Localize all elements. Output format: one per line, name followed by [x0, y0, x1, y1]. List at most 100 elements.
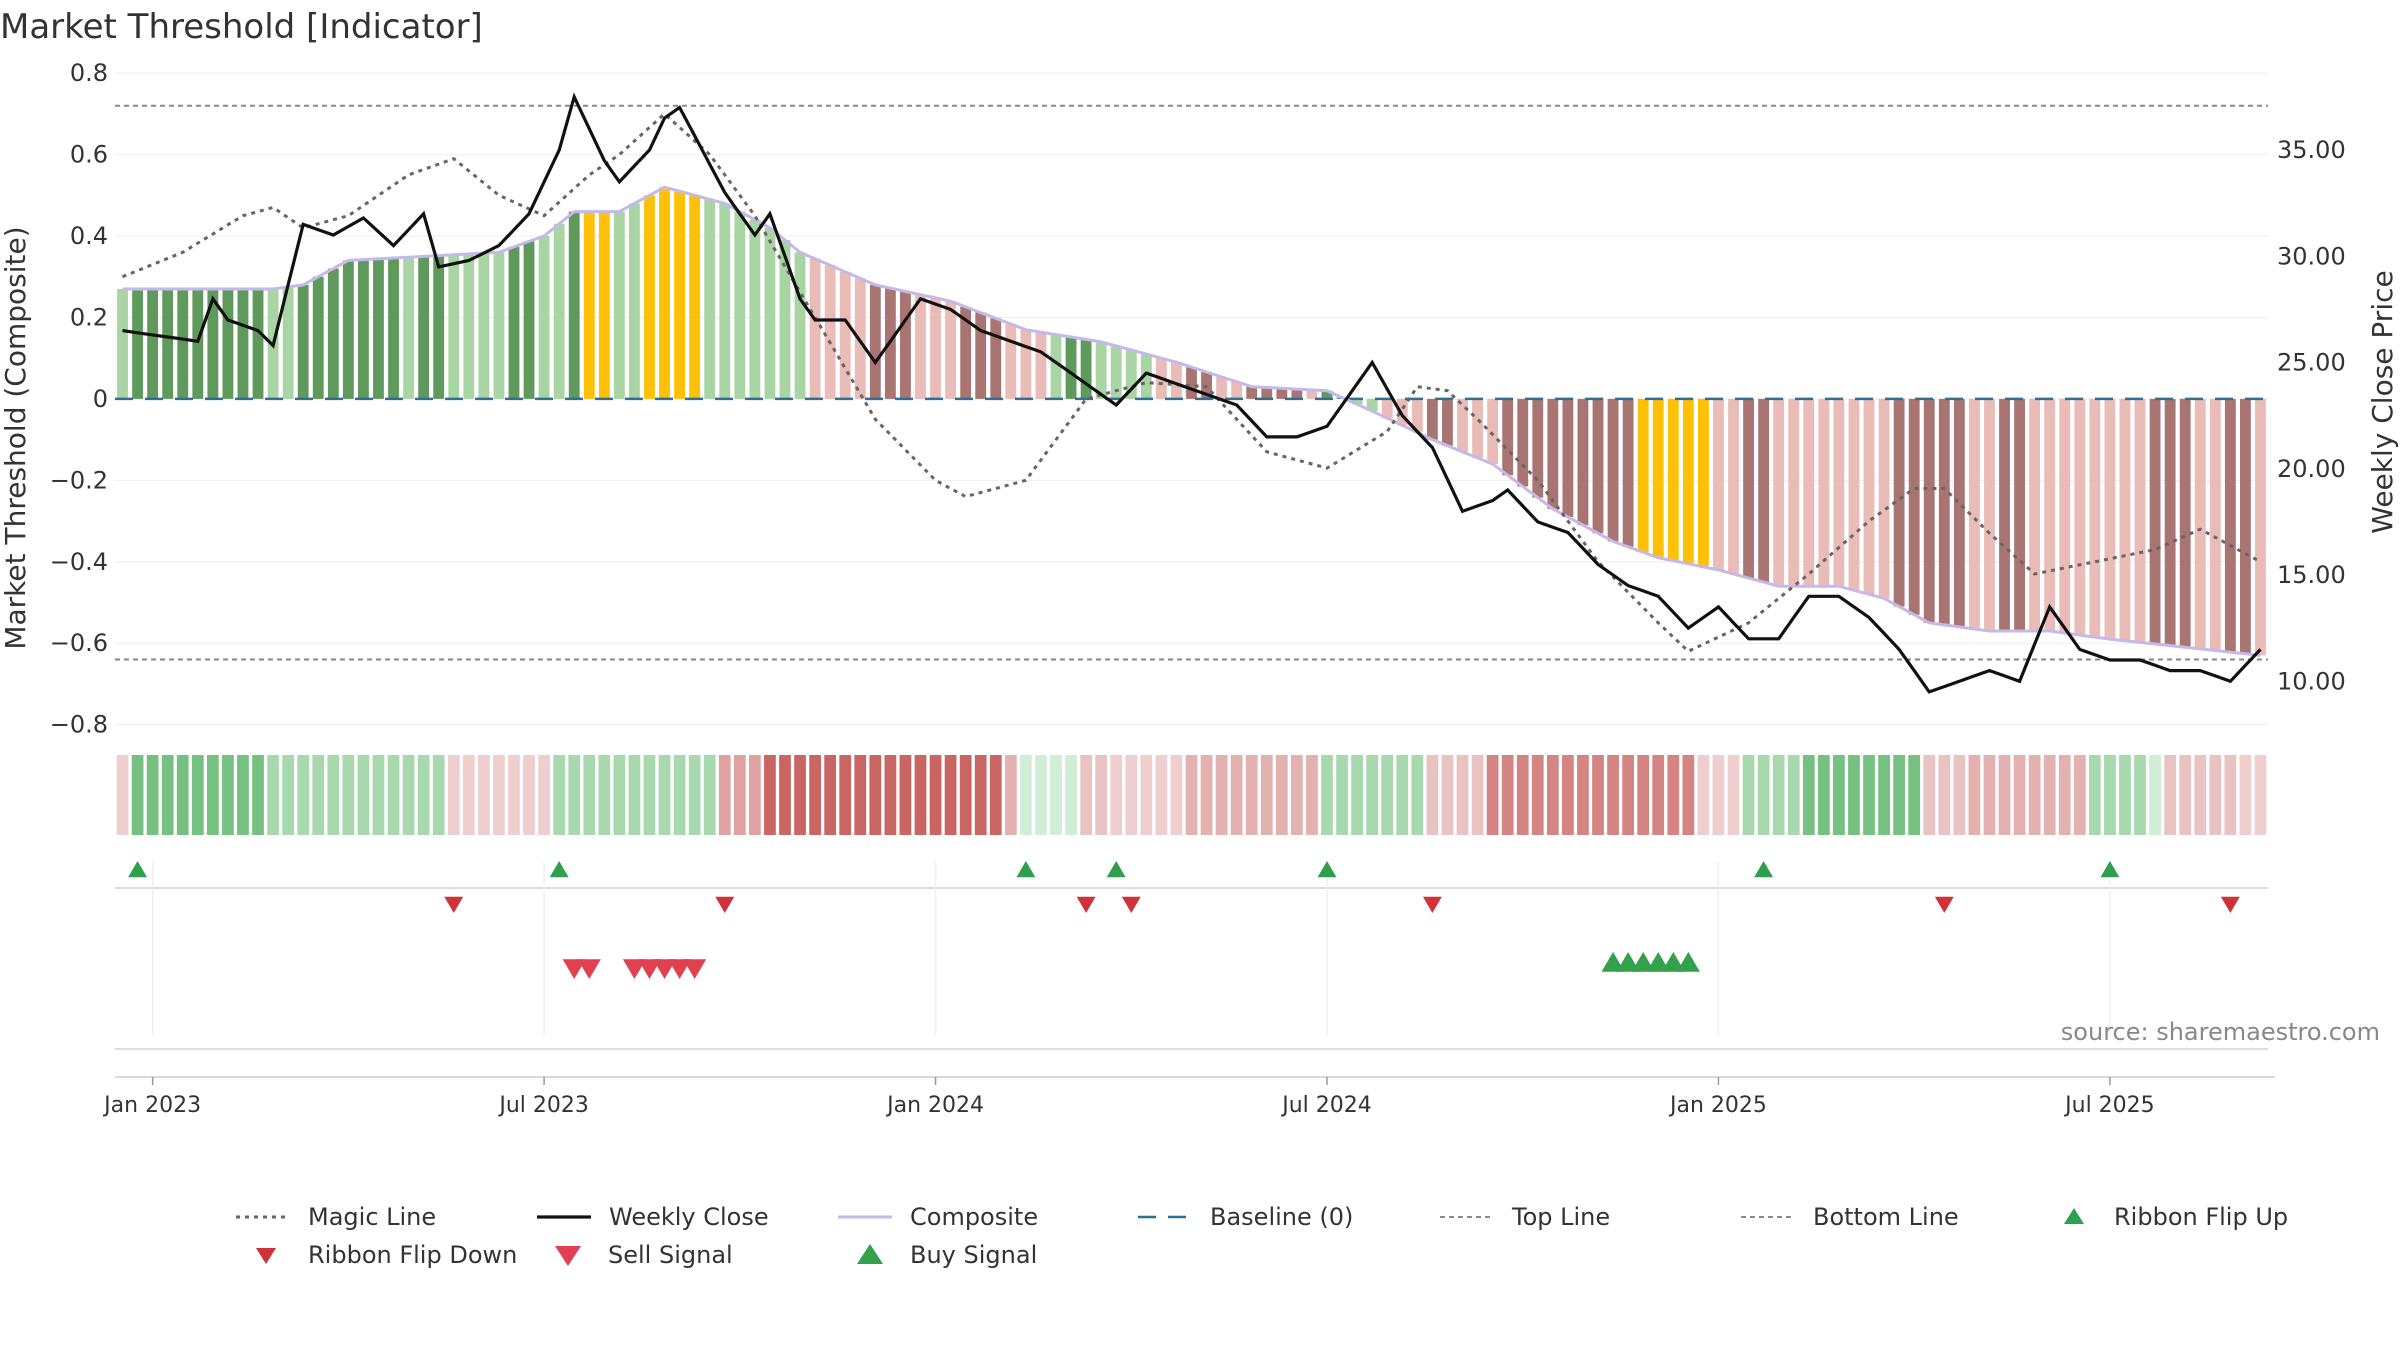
ribbon-cell	[1983, 755, 1996, 835]
bar	[2104, 398, 2116, 640]
legend-item-flipdown: Ribbon Flip Down	[256, 1241, 517, 1269]
sell-signal-marker	[668, 959, 692, 979]
sell-signal-marker	[562, 959, 586, 979]
bar	[1442, 398, 1453, 446]
legend-label: Bottom Line	[1813, 1203, 1959, 1231]
legend-item-flipup: Ribbon Flip Up	[2064, 1203, 2288, 1231]
ribbon-cell	[206, 755, 219, 835]
ribbon-cell	[1682, 755, 1695, 835]
bar	[418, 256, 430, 399]
chart-title: Market Threshold [Indicator]	[0, 7, 483, 47]
bar	[1637, 398, 1649, 553]
ribbon-cell	[267, 755, 279, 835]
bar	[1713, 398, 1724, 570]
x-tick-label: Jan 2025	[1668, 1093, 1767, 1118]
ribbon-cell	[809, 755, 821, 835]
ribbon-cell	[929, 755, 942, 835]
bar	[1261, 387, 1273, 399]
ribbon-cell	[1140, 755, 1153, 835]
bar	[2194, 398, 2206, 649]
x-tick-label: Jan 2023	[102, 1093, 201, 1118]
ribbon-cell	[2073, 755, 2086, 835]
legend-label: Ribbon Flip Up	[2114, 1203, 2288, 1231]
sell-signal-marker	[577, 959, 601, 979]
bar	[1818, 398, 1830, 587]
ribbon-cell	[1291, 755, 1303, 835]
y-tick-label: −0.8	[50, 711, 108, 739]
ribbon-cell	[1938, 755, 1951, 835]
bar	[2134, 398, 2146, 643]
weekly-close-line	[122, 92, 2262, 694]
bar	[659, 187, 670, 399]
ribbon-cell	[598, 755, 611, 835]
ribbon-cell	[432, 755, 445, 835]
x-tick-label: Jul 2025	[2063, 1093, 2155, 1118]
legend-label: Weekly Close	[609, 1203, 769, 1231]
y2-tick-label: 10.00	[2277, 667, 2346, 695]
bar	[945, 301, 957, 399]
bar	[779, 240, 791, 399]
bar	[553, 223, 565, 399]
legend-item-buy: Buy Signal	[857, 1241, 1037, 1269]
ribbon-cell	[1125, 755, 1138, 835]
legend-item-top: Top Line	[1440, 1203, 1610, 1231]
bar	[568, 211, 580, 399]
ribbon-flip-down-marker	[1121, 896, 1141, 913]
bar	[629, 203, 640, 399]
ribbon-cell	[1486, 755, 1499, 835]
ribbon-cell	[628, 755, 641, 835]
ribbon-cell	[462, 755, 475, 835]
bar	[1607, 398, 1619, 542]
ribbon-cell	[1516, 755, 1529, 835]
bar	[1472, 398, 1483, 458]
bar	[598, 211, 610, 399]
ribbon-cell	[1035, 755, 1047, 835]
y-tick-label: −0.2	[50, 466, 108, 494]
ribbon-cell	[2058, 755, 2071, 835]
bar	[1773, 398, 1785, 587]
ribbon-cell	[1742, 755, 1755, 835]
ribbon-cell	[1050, 755, 1062, 835]
right-axis-ticks: 35.00 30.00 25.00 20.00 15.00 10.00	[2277, 136, 2346, 695]
ribbon-cell	[1185, 755, 1198, 835]
ribbon-cell	[1411, 755, 1424, 835]
ribbon-cell	[703, 755, 716, 835]
ribbon-cell	[372, 755, 385, 835]
legend-item-composite: Composite	[838, 1203, 1038, 1231]
bar	[839, 271, 851, 399]
ribbon-cell	[222, 755, 234, 835]
ribbon-cell	[643, 755, 656, 835]
ribbon-cell	[402, 755, 415, 835]
bar	[1893, 398, 1905, 607]
ribbon-cell	[2013, 755, 2026, 835]
legend-label: Sell Signal	[608, 1241, 733, 1269]
ribbon-cell	[1908, 755, 1921, 835]
ribbon-cell	[191, 755, 204, 835]
bar	[1457, 398, 1468, 452]
legend-item-sell: Sell Signal	[555, 1241, 733, 1269]
bar	[282, 286, 294, 399]
bar	[1005, 323, 1017, 399]
legend-item-close: Weekly Close	[537, 1203, 769, 1231]
legend-item-magic: Magic Line	[236, 1203, 436, 1231]
ribbon-cell	[779, 755, 791, 835]
bar	[900, 291, 911, 399]
bar	[2224, 398, 2236, 653]
left-axis-label: Market Threshold (Composite)	[0, 226, 32, 649]
bar	[674, 191, 686, 399]
ribbon-cell	[131, 755, 144, 835]
signal-markers	[128, 861, 2240, 979]
ribbon-cell	[1848, 755, 1860, 835]
bar	[824, 265, 836, 399]
source-credit: source: sharemaestro.com	[2061, 1018, 2380, 1046]
bar	[990, 318, 1002, 399]
bar	[1968, 398, 1980, 629]
ribbon-cell	[1637, 755, 1650, 835]
ribbon-cell	[613, 755, 626, 835]
bar	[1366, 398, 1378, 412]
ribbon-cell	[1772, 755, 1785, 835]
buy-signal-marker	[1646, 952, 1670, 972]
bar	[1140, 354, 1152, 399]
ribbon-cell	[357, 755, 370, 835]
bar	[734, 211, 746, 399]
